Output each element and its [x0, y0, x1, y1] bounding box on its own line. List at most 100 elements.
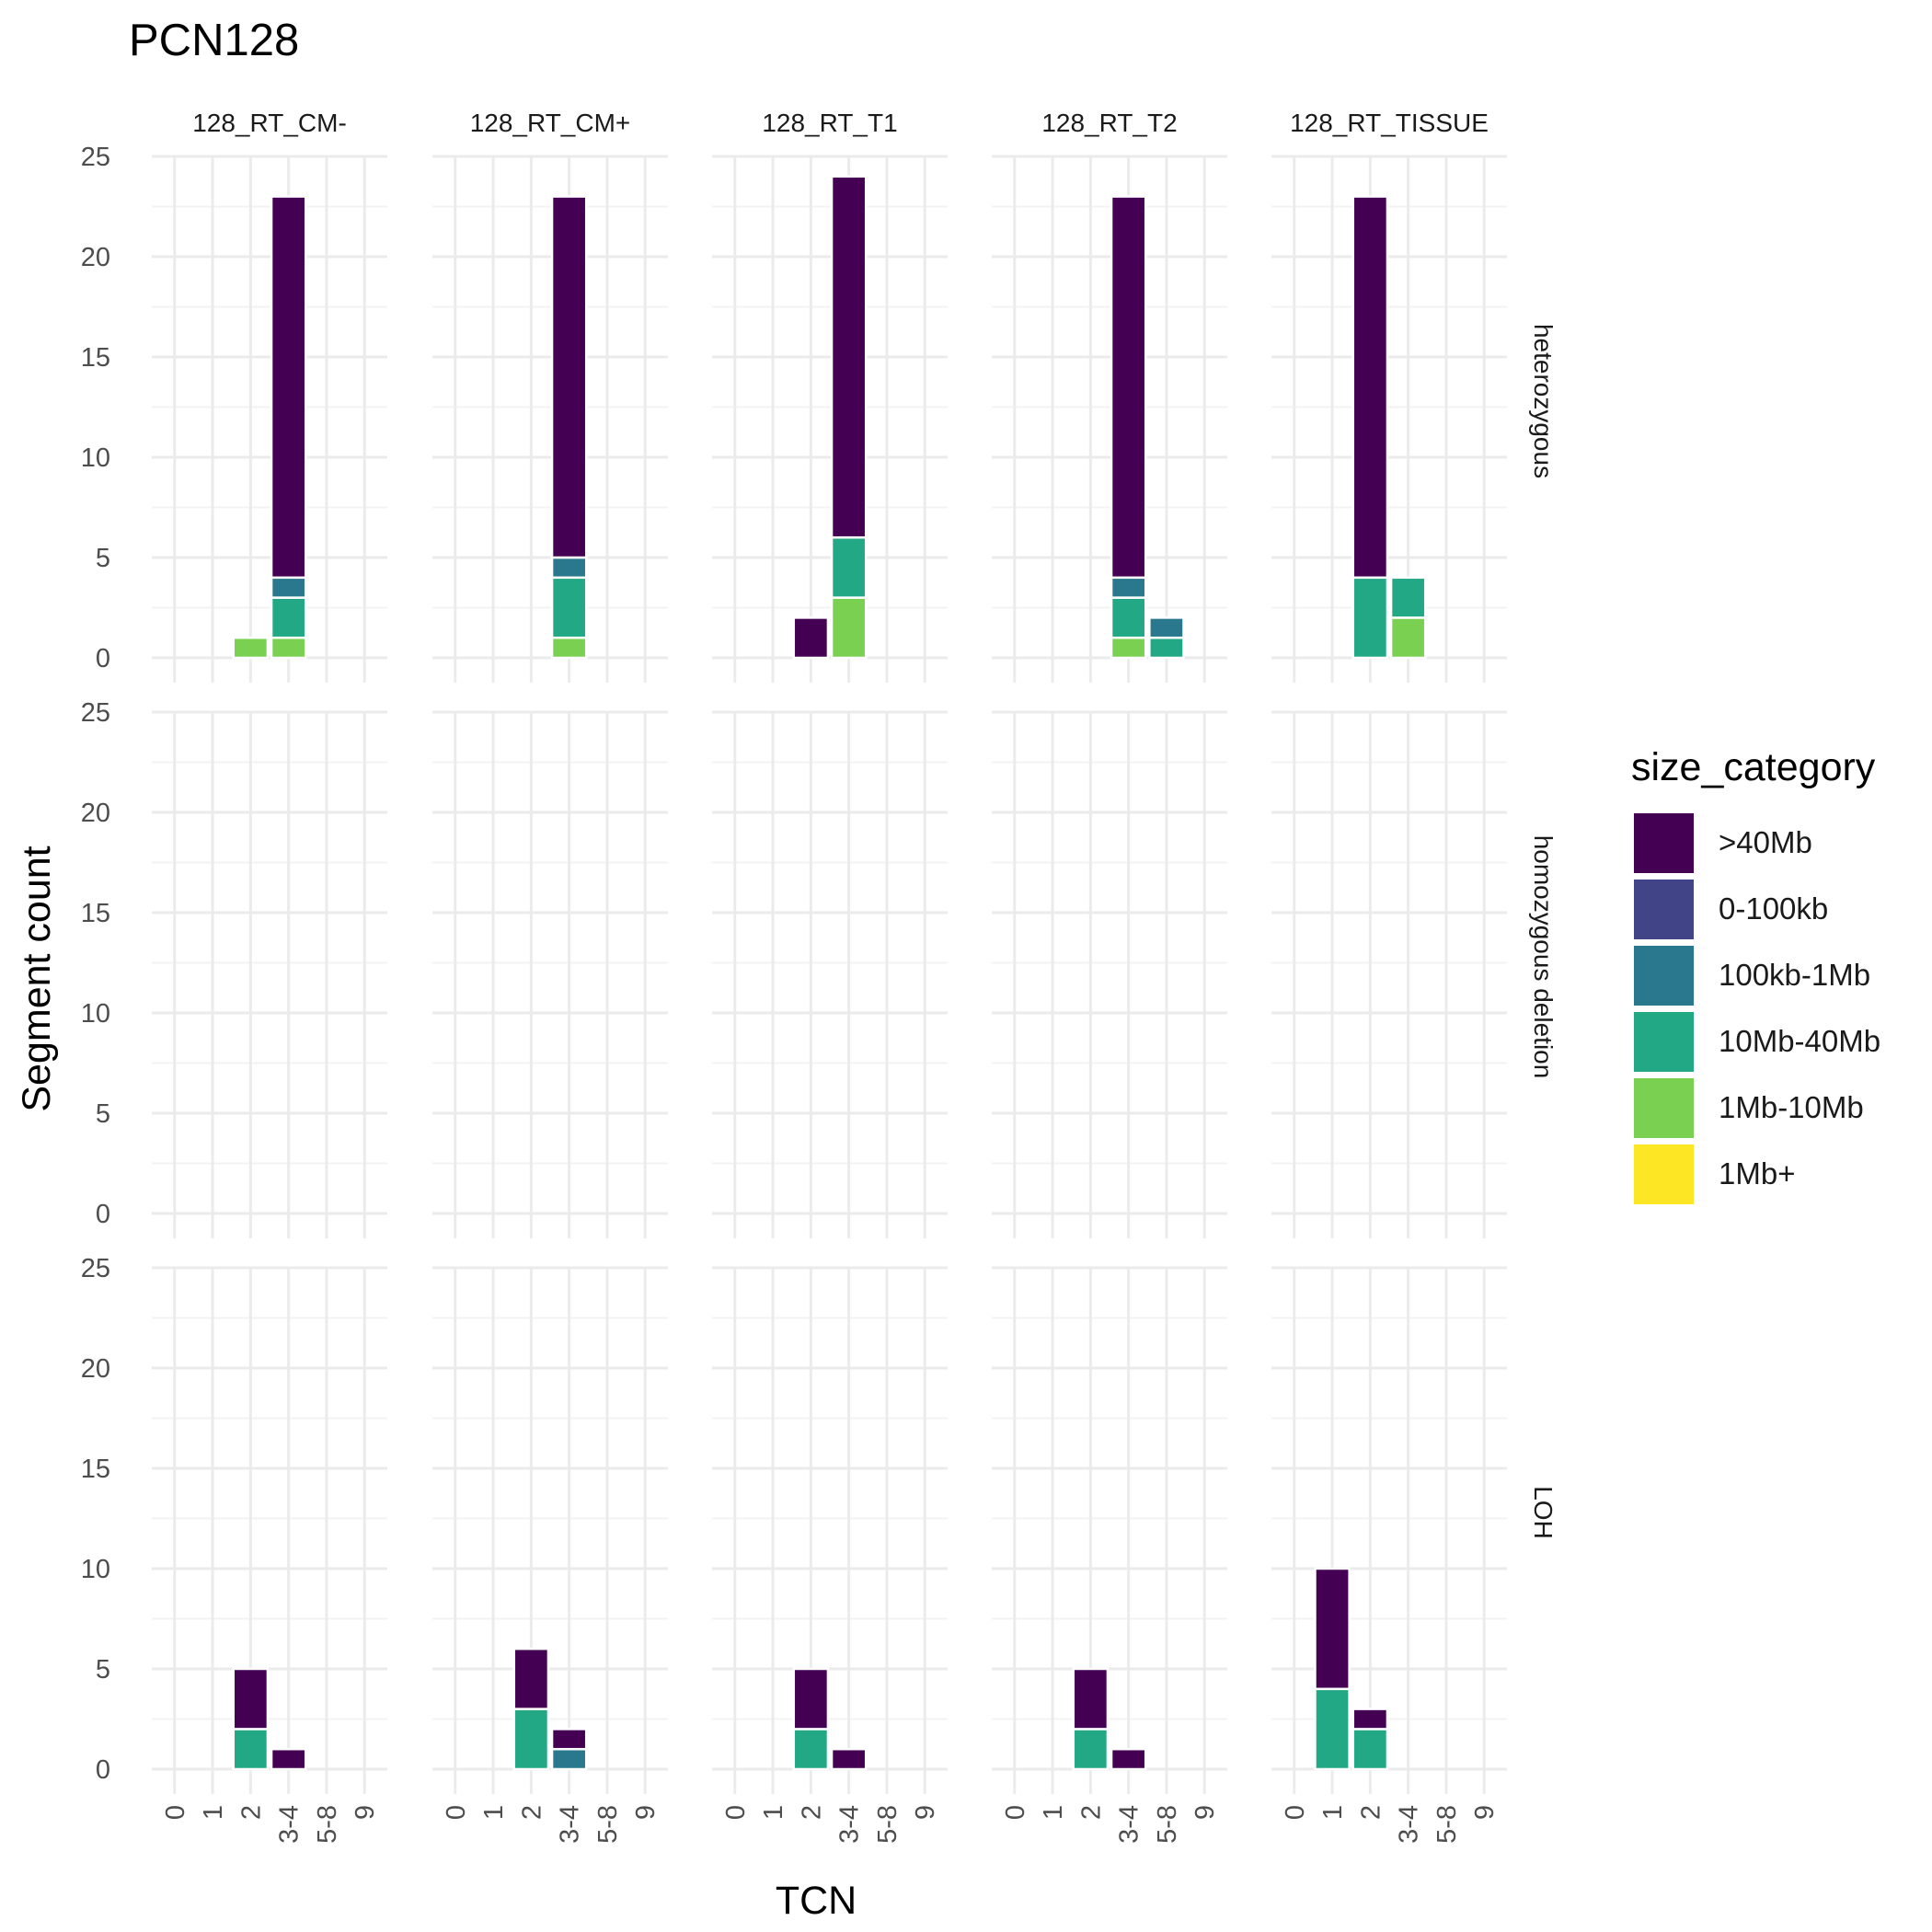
x-tick-label: 5-8	[1432, 1805, 1462, 1844]
legend-label-1mb-10mb: 1Mb-10Mb	[1719, 1090, 1864, 1124]
panel-128-rt-t2-heterozygous	[992, 155, 1227, 683]
bar-segment-2-gt40mb	[1351, 195, 1389, 580]
x-tick-label: 3-4	[1115, 1805, 1144, 1844]
bars-128-rt-tissue-heterozygous	[1351, 195, 1427, 660]
y-tick-label: 5	[96, 1655, 110, 1685]
bar-segment-3-4-gt40mb	[830, 1747, 868, 1771]
facet-panels	[152, 155, 1507, 1794]
row-label-loh: LOH	[1529, 1486, 1558, 1539]
panel-128-rt-cmplus-homozygous-deletion	[432, 710, 668, 1238]
bar-segment-3-4-100kb-1mb	[550, 1747, 588, 1771]
bar-segment-3-4-gt40mb	[270, 195, 307, 580]
bar-segment-2-gt40mb	[512, 1647, 550, 1710]
x-tick-label: 3-4	[1395, 1805, 1424, 1844]
bar-segment-2-gt40mb	[792, 1667, 830, 1731]
x-tick-label: 3-4	[556, 1805, 585, 1844]
legend-item-0-100kb: 0-100kb	[1632, 878, 1828, 941]
legend-item-10mb-40mb: 10Mb-40Mb	[1632, 1010, 1880, 1074]
panel-128-rt-t2-homozygous-deletion	[992, 710, 1227, 1238]
bar-segment-3-4-gt40mb	[1110, 1747, 1147, 1771]
x-tick-label: 0	[1281, 1805, 1310, 1820]
x-tick-label: 9	[1190, 1805, 1220, 1820]
bar-segment-3-4-gt40mb	[270, 1747, 307, 1771]
column-label-128-rt-cm: 128_RT_CM-	[192, 109, 347, 137]
bar-segment-3-4-1mb-10mb	[830, 596, 868, 660]
bar-segment-2-gt40mb	[1072, 1667, 1110, 1731]
y-tick-label: 0	[96, 644, 110, 673]
legend-swatch-10mb-40mb	[1632, 1010, 1696, 1074]
legend-swatch-gt40mb	[1632, 811, 1696, 875]
bar-segment-3-4-10mb-40mb	[1389, 576, 1427, 619]
x-tick-label: 1	[759, 1805, 788, 1820]
bar-segment-3-4-gt40mb	[550, 1728, 588, 1751]
column-label-128-rt-t1: 128_RT_T1	[762, 109, 897, 137]
bar-segment-2-10mb-40mb	[1072, 1728, 1110, 1771]
bar-segment-2-gt40mb	[232, 1667, 270, 1731]
bar-segment-5-8-100kb-1mb	[1148, 616, 1185, 639]
panel-128-rt-tissue-loh	[1271, 1266, 1507, 1794]
y-tick-label: 10	[81, 999, 110, 1029]
y-tick-label: 20	[81, 799, 110, 828]
y-tick-label: 20	[81, 1354, 110, 1384]
bar-segment-1-gt40mb	[1314, 1567, 1351, 1691]
x-tick-label: 2	[1076, 1805, 1106, 1820]
bar-segment-3-4-10mb-40mb	[830, 535, 868, 599]
legend-title: size_category	[1631, 745, 1876, 789]
legend-item-100kb-1mb: 100kb-1Mb	[1632, 944, 1870, 1007]
panel-128-rt-cmplus-loh	[432, 1266, 668, 1794]
bars-128-rt-t1-loh	[792, 1667, 868, 1771]
legend-label-0-100kb: 0-100kb	[1719, 891, 1828, 926]
y-tick-label: 10	[81, 1555, 110, 1584]
bar-segment-2-10mb-40mb	[1351, 576, 1389, 660]
x-tick-label: 5-8	[593, 1805, 623, 1844]
legend-label-100kb-1mb: 100kb-1Mb	[1719, 958, 1870, 992]
panel-128-rt-cm-homozygous-deletion	[152, 710, 387, 1238]
legend-label-1mbplus: 1Mb+	[1719, 1156, 1795, 1190]
bar-segment-3-4-1mb-10mb	[1389, 616, 1427, 660]
x-tick-label: 9	[1470, 1805, 1500, 1820]
panel-128-rt-cm-heterozygous	[152, 155, 387, 683]
bar-segment-5-8-10mb-40mb	[1148, 636, 1185, 660]
x-tick-label: 2	[517, 1805, 546, 1820]
y-tick-label: 25	[81, 698, 110, 728]
x-axis-title: TCN	[776, 1879, 857, 1923]
legend-label-10mb-40mb: 10Mb-40Mb	[1719, 1024, 1880, 1058]
panel-128-rt-t1-homozygous-deletion	[712, 710, 948, 1238]
panel-128-rt-cmplus-heterozygous	[432, 155, 668, 683]
x-tick-label: 9	[351, 1805, 380, 1820]
x-tick-label: 0	[721, 1805, 751, 1820]
x-tick-label: 5-8	[1153, 1805, 1182, 1844]
x-tick-label: 0	[161, 1805, 190, 1820]
x-tick-label: 2	[797, 1805, 826, 1820]
panel-128-rt-tissue-homozygous-deletion	[1271, 710, 1507, 1238]
x-tick-label: 9	[911, 1805, 940, 1820]
legend-item-1mbplus: 1Mb+	[1632, 1143, 1795, 1206]
bar-segment-3-4-1mb-10mb	[270, 636, 307, 660]
y-axis-title: Segment count	[15, 845, 59, 1111]
legend-swatch-1mbplus	[1632, 1143, 1696, 1206]
bars-128-rt-tissue-loh	[1314, 1567, 1389, 1771]
legend-label-gt40mb: >40Mb	[1719, 825, 1812, 859]
panel-128-rt-tissue-heterozygous	[1271, 155, 1507, 683]
bars-128-rt-t2-heterozygous	[1110, 195, 1185, 660]
panel-128-rt-t2-loh	[992, 1266, 1227, 1794]
bar-segment-3-4-100kb-1mb	[550, 556, 588, 580]
x-tick-label: 0	[1001, 1805, 1030, 1820]
bar-segment-2-1mb-10mb	[232, 636, 270, 660]
bar-segment-2-gt40mb	[792, 616, 830, 660]
bar-segment-3-4-1mb-10mb	[1110, 636, 1147, 660]
bar-segment-2-gt40mb	[1351, 1708, 1389, 1731]
bar-segment-3-4-100kb-1mb	[270, 576, 307, 599]
y-tick-label: 10	[81, 443, 110, 473]
x-tick-label: 1	[1318, 1805, 1348, 1820]
column-label-128-rt-t2: 128_RT_T2	[1041, 109, 1177, 137]
bar-segment-3-4-10mb-40mb	[550, 576, 588, 639]
x-tick-label: 5-8	[873, 1805, 903, 1844]
panel-128-rt-t1-heterozygous	[712, 155, 948, 683]
bars-128-rt-t1-heterozygous	[792, 175, 868, 660]
bars-128-rt-cmplus-loh	[512, 1647, 588, 1771]
x-tick-label: 9	[631, 1805, 661, 1820]
bar-segment-1-10mb-40mb	[1314, 1687, 1351, 1771]
panel-128-rt-cm-loh	[152, 1266, 387, 1794]
legend-swatch-0-100kb	[1632, 878, 1696, 941]
